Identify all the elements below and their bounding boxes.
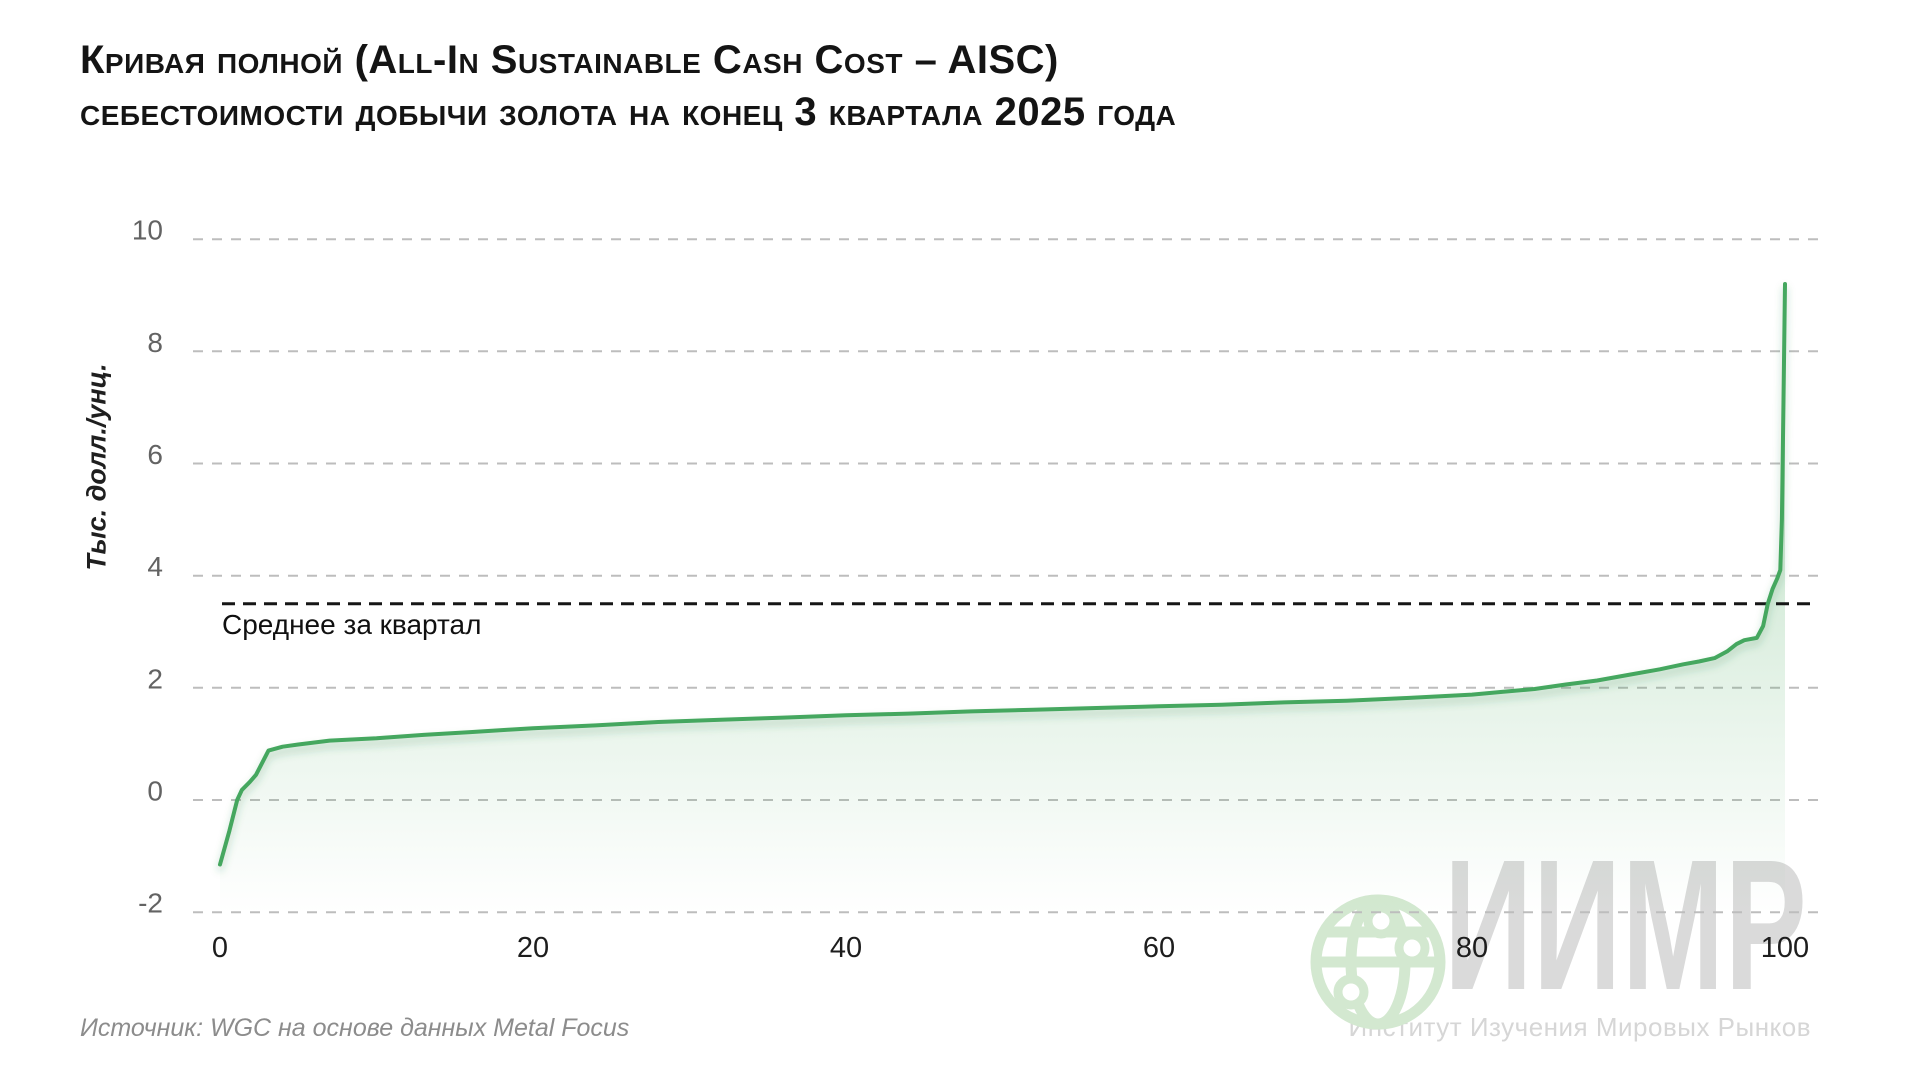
y-tick-label: 6	[147, 439, 163, 470]
y-tick-label: 10	[132, 215, 163, 246]
x-tick-label: 40	[830, 932, 862, 964]
y-tick-label: 2	[147, 663, 163, 694]
x-tick-label: 100	[1761, 932, 1809, 964]
title-line-2: себестоимости добычи золота на конец 3 к…	[80, 90, 1177, 134]
page-title: Кривая полной (All-In Sustainable Cash C…	[80, 34, 1176, 138]
x-tick-label: 0	[212, 932, 228, 964]
y-tick-label: 8	[147, 327, 163, 358]
y-tick-label: -2	[138, 888, 163, 919]
average-line-label: Среднее за квартал	[222, 609, 482, 640]
globe-icon	[1310, 894, 1446, 1030]
cost-curve-area	[220, 284, 1785, 913]
x-tick-label: 20	[517, 932, 549, 964]
y-tick-label: 0	[147, 776, 163, 807]
y-tick-label: 4	[147, 551, 163, 582]
x-tick-label: 60	[1143, 932, 1175, 964]
y-axis-label: Тыс. долл./унц.	[81, 363, 112, 571]
source-note: Источник: WGC на основе данных Metal Foc…	[80, 1014, 630, 1042]
watermark-full-name: Институт Изучения Мировых Рынков	[1348, 1012, 1811, 1042]
title-line-1: Кривая полной (All-In Sustainable Cash C…	[80, 38, 1059, 82]
cost-curve-line	[218, 282, 1787, 867]
x-tick-label: 80	[1456, 932, 1488, 964]
